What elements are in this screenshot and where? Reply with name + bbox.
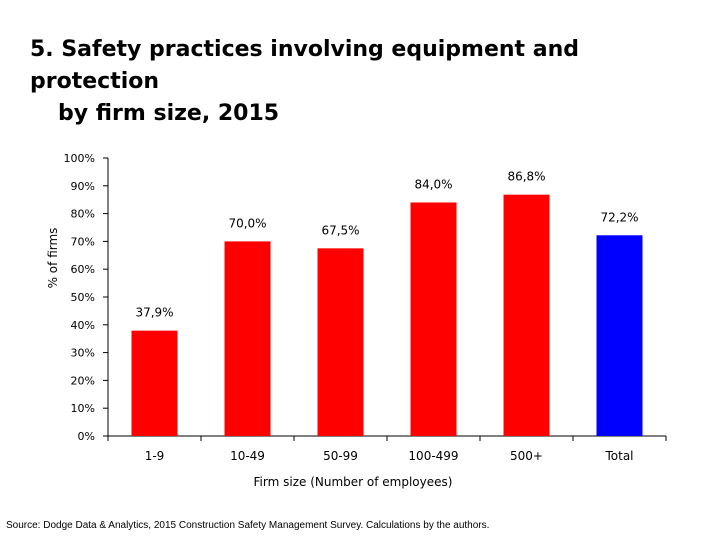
bar <box>410 202 457 436</box>
data-labels: 37,9% 70,0% 67,5% 84,0% 86,8% 72,2% <box>135 170 638 320</box>
bars <box>131 194 643 436</box>
y-tick-label: 80% <box>71 208 95 221</box>
bar <box>131 330 178 436</box>
y-tick-label: 60% <box>71 263 95 276</box>
x-tick-label: 50-99 <box>323 449 358 463</box>
bar <box>317 248 364 436</box>
data-label: 86,8% <box>507 170 545 184</box>
x-tick-label: Total <box>604 449 633 463</box>
data-label: 72,2% <box>600 210 638 224</box>
data-label: 37,9% <box>135 306 173 320</box>
x-tick-label: 10-49 <box>230 449 265 463</box>
y-tick-label: 70% <box>71 235 95 248</box>
chart-title-line-1: 5. Safety practices involving equipment … <box>30 37 579 94</box>
bar <box>503 194 550 436</box>
y-tick-label: 20% <box>71 374 95 387</box>
data-label: 84,0% <box>414 177 452 191</box>
x-tick-label: 100-499 <box>408 449 458 463</box>
chart-title-line-2: by firm size, 2015 <box>58 101 280 126</box>
y-tick-label: 30% <box>71 347 95 360</box>
x-tick-label: 500+ <box>510 449 543 463</box>
x-axis-label: Firm size (Number of employees) <box>254 475 453 489</box>
chart-title: 5. Safety practices involving equipment … <box>30 34 690 130</box>
x-axis: 1-9 10-49 50-99 100-499 500+ Total <box>107 435 667 463</box>
y-tick-label: 90% <box>71 180 95 193</box>
x-tick-label: 1-9 <box>145 449 165 463</box>
y-tick-label: 0% <box>78 430 95 443</box>
y-tick-label: 100% <box>64 152 95 165</box>
data-label: 67,5% <box>321 223 359 237</box>
y-axis: 0% 10% 20% 30% 40% 50% 60% 70% 80% 90% 100% <box>64 152 109 443</box>
y-tick-label: 10% <box>71 402 95 415</box>
data-label: 70,0% <box>228 216 266 230</box>
bar <box>596 235 643 436</box>
y-tick-label: 40% <box>71 319 95 332</box>
source-note: Source: Dodge Data & Analytics, 2015 Con… <box>6 520 490 531</box>
bar <box>224 241 271 436</box>
y-axis-label: % of firms <box>46 228 60 289</box>
y-tick-label: 50% <box>71 291 95 304</box>
